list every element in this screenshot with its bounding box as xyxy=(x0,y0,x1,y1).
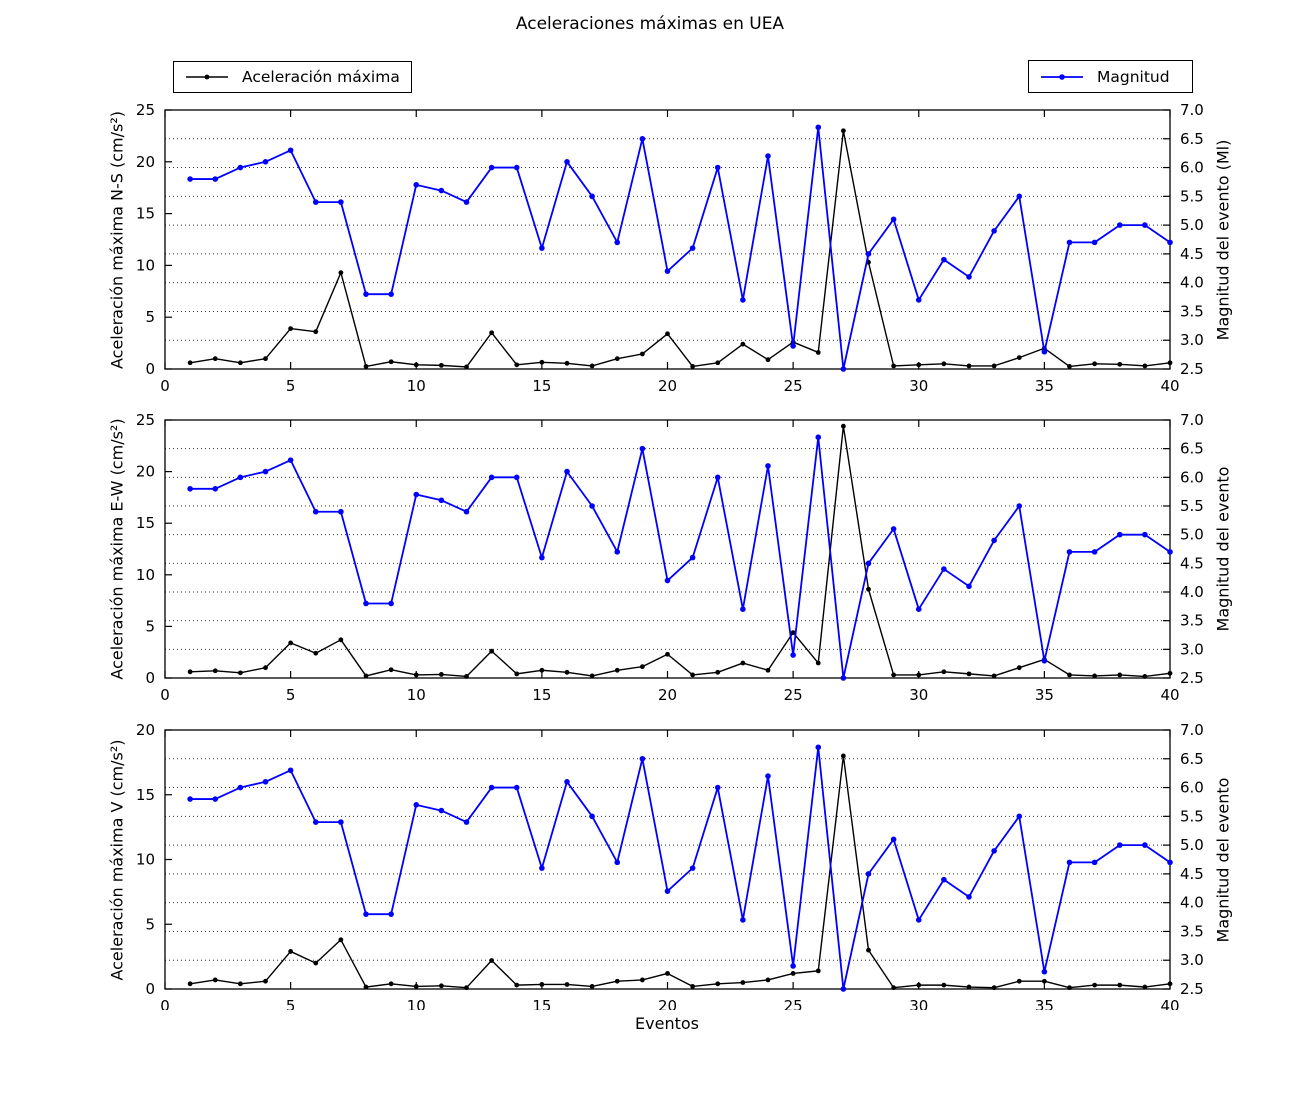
svg-text:2.5: 2.5 xyxy=(1180,980,1204,998)
svg-text:5: 5 xyxy=(286,377,296,395)
svg-text:20: 20 xyxy=(136,153,155,171)
svg-text:10: 10 xyxy=(136,566,155,584)
svg-text:35: 35 xyxy=(1035,686,1054,704)
svg-text:5: 5 xyxy=(145,915,155,933)
ylabel-mag-mid: Magnitud del evento xyxy=(1213,466,1233,632)
svg-text:3.5: 3.5 xyxy=(1180,302,1204,320)
legend-acceleration-label: Aceleración máxima xyxy=(242,68,400,86)
svg-text:20: 20 xyxy=(136,463,155,481)
svg-text:0: 0 xyxy=(160,377,170,395)
ylabel-mag-bot: Magnitud del evento xyxy=(1213,777,1233,943)
svg-text:2.5: 2.5 xyxy=(1180,669,1204,687)
svg-text:40: 40 xyxy=(1160,377,1179,395)
svg-text:25: 25 xyxy=(136,101,155,119)
svg-text:7.0: 7.0 xyxy=(1180,101,1204,119)
svg-text:6.5: 6.5 xyxy=(1180,130,1204,148)
svg-text:10: 10 xyxy=(407,377,426,395)
legend-acceleration: Aceleración máxima xyxy=(173,61,412,93)
svg-text:15: 15 xyxy=(136,205,155,223)
svg-text:7.0: 7.0 xyxy=(1180,721,1204,739)
svg-text:0: 0 xyxy=(160,686,170,704)
svg-text:3.0: 3.0 xyxy=(1180,951,1204,969)
svg-text:5.5: 5.5 xyxy=(1180,497,1204,515)
svg-text:25: 25 xyxy=(784,997,803,1010)
svg-text:5.0: 5.0 xyxy=(1180,836,1204,854)
svg-text:10: 10 xyxy=(136,256,155,274)
svg-text:30: 30 xyxy=(909,686,928,704)
legend-magnitude: Magnitud xyxy=(1028,60,1193,93)
svg-text:0: 0 xyxy=(145,980,155,998)
svg-text:0: 0 xyxy=(145,360,155,378)
svg-text:10: 10 xyxy=(407,686,426,704)
svg-text:20: 20 xyxy=(658,377,677,395)
svg-text:5.5: 5.5 xyxy=(1180,807,1204,825)
svg-text:6.0: 6.0 xyxy=(1180,468,1204,486)
svg-text:5.0: 5.0 xyxy=(1180,216,1204,234)
svg-text:5.0: 5.0 xyxy=(1180,526,1204,544)
svg-text:15: 15 xyxy=(136,786,155,804)
svg-text:0: 0 xyxy=(145,669,155,687)
xlabel-eventos: Eventos xyxy=(635,1014,699,1033)
svg-text:15: 15 xyxy=(136,514,155,532)
svg-text:3.0: 3.0 xyxy=(1180,640,1204,658)
svg-text:7.0: 7.0 xyxy=(1180,411,1204,429)
svg-text:4.5: 4.5 xyxy=(1180,865,1204,883)
svg-text:6.5: 6.5 xyxy=(1180,750,1204,768)
svg-text:20: 20 xyxy=(658,997,677,1010)
svg-text:40: 40 xyxy=(1160,997,1179,1010)
svg-text:30: 30 xyxy=(909,377,928,395)
svg-text:35: 35 xyxy=(1035,997,1054,1010)
subplot-ew-canvas: 0 5 10 15 20 25 30 35 40 0 5 10 15 20 25 2.5 3.0 3.5 4.0 4.… xyxy=(136,411,1204,704)
svg-text:4.5: 4.5 xyxy=(1180,554,1204,572)
svg-text:3.5: 3.5 xyxy=(1180,612,1204,630)
svg-text:10: 10 xyxy=(136,851,155,869)
svg-text:15: 15 xyxy=(532,686,551,704)
svg-text:5: 5 xyxy=(145,308,155,326)
ylabel-v: Aceleración máxima V (cm/s²) xyxy=(107,739,127,981)
svg-text:5: 5 xyxy=(145,617,155,635)
ylabel-mag-top: Magnitud del evento (Ml) xyxy=(1213,139,1233,341)
svg-text:5.5: 5.5 xyxy=(1180,187,1204,205)
ylabel-ns: Aceleración máxima N-S (cm/s²) xyxy=(107,110,127,370)
svg-text:15: 15 xyxy=(532,377,551,395)
svg-text:25: 25 xyxy=(784,686,803,704)
svg-text:0: 0 xyxy=(160,997,170,1010)
svg-text:5: 5 xyxy=(286,686,296,704)
svg-text:6.0: 6.0 xyxy=(1180,159,1204,177)
svg-text:2.5: 2.5 xyxy=(1180,360,1204,378)
svg-text:30: 30 xyxy=(909,997,928,1010)
figure-title: Aceleraciones máximas en UEA xyxy=(515,14,785,34)
svg-text:15: 15 xyxy=(532,997,551,1010)
svg-text:25: 25 xyxy=(784,377,803,395)
svg-text:3.5: 3.5 xyxy=(1180,922,1204,940)
legend-acceleration-swatch xyxy=(186,74,228,80)
svg-text:25: 25 xyxy=(136,411,155,429)
svg-text:3.0: 3.0 xyxy=(1180,331,1204,349)
svg-text:10: 10 xyxy=(407,997,426,1010)
svg-text:4.5: 4.5 xyxy=(1180,245,1204,263)
svg-text:4.0: 4.0 xyxy=(1180,894,1204,912)
svg-text:20: 20 xyxy=(136,721,155,739)
subplot-ns-canvas: 0 5 10 15 20 25 30 35 40 0 5 10 15 20 25 2.5 3.0 3.5 4.0 4.… xyxy=(136,101,1204,395)
svg-text:20: 20 xyxy=(658,686,677,704)
legend-magnitude-label: Magnitud xyxy=(1097,67,1170,86)
svg-text:4.0: 4.0 xyxy=(1180,583,1204,601)
legend-magnitude-swatch xyxy=(1041,73,1083,80)
svg-text:6.0: 6.0 xyxy=(1180,779,1204,797)
subplot-v-canvas: 0 5 10 15 20 25 30 35 40 0 5 10 15 20 2.5 3.0 3.5 4.0 4.5 5… xyxy=(136,721,1204,1010)
svg-text:40: 40 xyxy=(1160,686,1179,704)
ylabel-ew: Aceleración máxima E-W (cm/s²) xyxy=(107,418,127,680)
svg-text:5: 5 xyxy=(286,997,296,1010)
svg-text:6.5: 6.5 xyxy=(1180,440,1204,458)
svg-text:35: 35 xyxy=(1035,377,1054,395)
svg-text:4.0: 4.0 xyxy=(1180,274,1204,292)
